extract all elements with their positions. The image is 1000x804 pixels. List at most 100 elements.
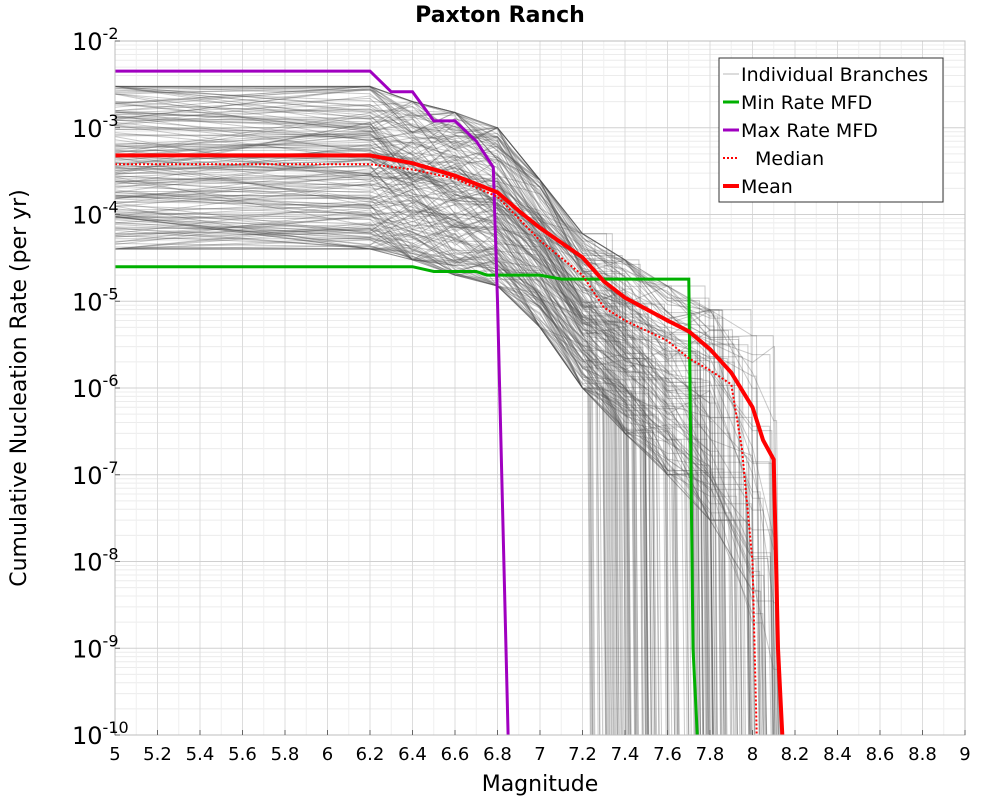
branch-line (114, 133, 779, 736)
branch-line (114, 124, 704, 736)
branch-line (114, 110, 616, 736)
branch-line (114, 180, 705, 736)
branch-line (114, 216, 714, 736)
branch-line (114, 235, 750, 736)
branch-line (114, 165, 688, 736)
x-tick-label: 7 (534, 744, 545, 765)
branch-line (114, 228, 649, 736)
branch-line (114, 205, 650, 736)
branch-line (114, 144, 618, 736)
branch-line (114, 111, 609, 736)
branch-line (114, 114, 776, 736)
branch-line (114, 219, 763, 736)
branch-line (114, 232, 676, 736)
branch-line (114, 197, 662, 736)
branch-line (114, 173, 679, 736)
branch-line (114, 205, 685, 736)
branch-line (114, 170, 649, 736)
branch-line (114, 164, 764, 736)
branch-line (114, 102, 644, 736)
branch-line (114, 153, 632, 736)
y-tick-label: 10-5 (72, 284, 119, 316)
branch-line (114, 119, 713, 736)
y-tick-label: 10-9 (72, 631, 119, 663)
branch-line (114, 183, 706, 736)
branch-line (114, 139, 716, 736)
branch-line (114, 194, 768, 736)
branch-line (114, 172, 751, 736)
branch-line (114, 158, 764, 736)
branch-line (114, 215, 711, 736)
branch-line (114, 170, 690, 736)
x-tick-label: 8.2 (781, 744, 810, 765)
branch-line (114, 102, 619, 736)
y-tick-label: 10-3 (72, 111, 119, 143)
branch-line (114, 139, 714, 736)
legend-box (718, 57, 944, 203)
branch-line (114, 152, 648, 736)
branch-line (114, 222, 646, 736)
y-tick-label: 10-6 (72, 371, 119, 403)
branch-line (114, 88, 652, 736)
branch-line (114, 200, 653, 736)
branch-line (114, 174, 654, 736)
branch-line (114, 121, 745, 736)
branch-line (114, 183, 751, 736)
x-tick-label: 8.6 (866, 744, 895, 765)
branch-line (114, 118, 630, 736)
branch-line (114, 89, 718, 736)
branch-line (114, 132, 614, 736)
branch-line (114, 143, 714, 736)
y-axis-label: Cumulative Nucleation Rate (per yr) (7, 189, 32, 587)
branch-line (114, 154, 610, 736)
y-tick-label: 10-2 (72, 24, 119, 56)
x-tick-label: 7.8 (696, 744, 725, 765)
branch-line (114, 103, 737, 736)
legend-label: Max Rate MFD (741, 120, 878, 142)
x-tick-label: 5.6 (228, 744, 257, 765)
branch-line (114, 216, 710, 736)
y-tick-label: 10-7 (72, 458, 119, 490)
branch-line (114, 198, 753, 736)
branch-line (114, 118, 701, 736)
legend-label: Median (755, 148, 824, 170)
branch-line (114, 113, 675, 736)
branch-line (114, 104, 626, 736)
branch-line (114, 165, 612, 736)
branch-line (114, 162, 594, 736)
branch-line (114, 153, 708, 736)
branch-line (114, 213, 680, 736)
branch-line (114, 89, 722, 736)
branch-line (114, 194, 638, 736)
branch-line (114, 211, 667, 736)
x-tick-label: 7.2 (568, 744, 597, 765)
branch-line (114, 180, 678, 736)
x-tick-label: 8 (747, 744, 758, 765)
branch-line (114, 183, 608, 736)
branch-line (114, 139, 699, 736)
branch-line (114, 229, 668, 736)
branch-line (114, 171, 701, 736)
branch-line (114, 147, 639, 736)
y-tick-label: 10-10 (72, 718, 129, 750)
branch-line (114, 216, 708, 736)
branch-line (114, 93, 725, 736)
branch-line (114, 243, 649, 736)
branch-line (114, 86, 643, 736)
branch-line (114, 174, 627, 736)
branch-line (114, 166, 779, 736)
branch-line (114, 153, 647, 736)
branch-line (114, 85, 733, 736)
y-tick-label: 10-8 (72, 545, 119, 577)
branch-line (114, 166, 696, 736)
branch-line (114, 111, 779, 736)
x-tick-label: 7.6 (653, 744, 682, 765)
branch-line (114, 100, 777, 736)
branch-line (114, 154, 646, 736)
branch-line (114, 89, 595, 736)
branch-line (114, 172, 622, 736)
branch-line (114, 125, 647, 736)
branch-line (114, 192, 636, 736)
branch-line (114, 119, 774, 736)
